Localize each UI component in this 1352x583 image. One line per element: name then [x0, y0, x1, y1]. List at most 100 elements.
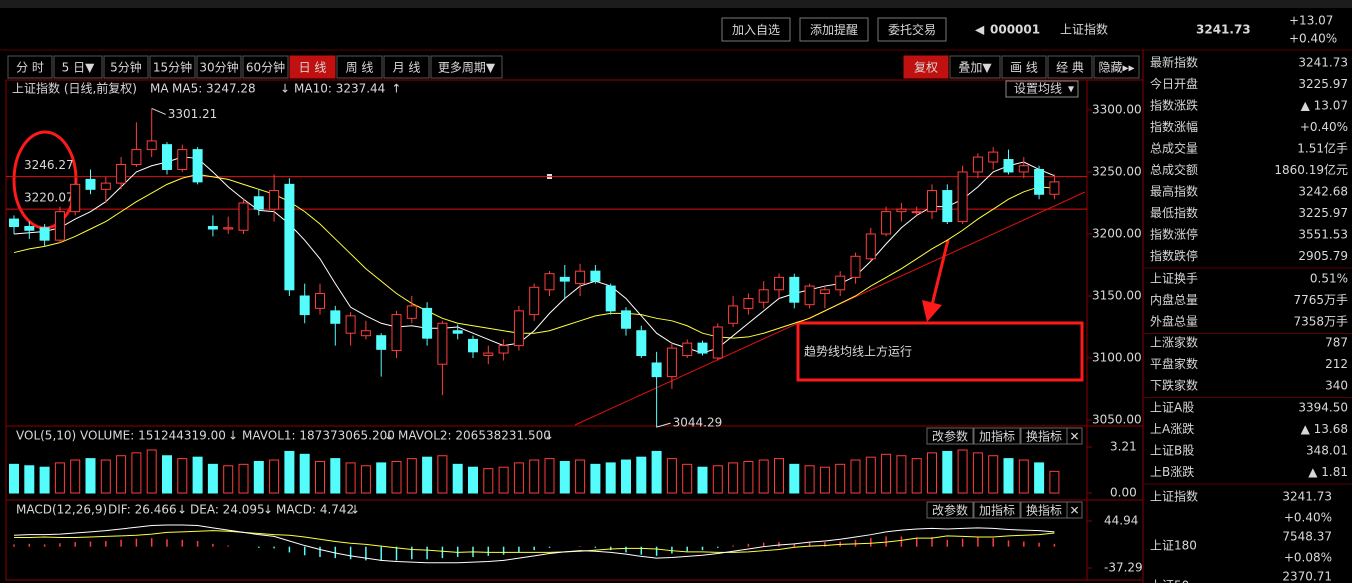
dif-arrow: ↓ — [177, 503, 187, 517]
tool-button[interactable] — [903, 55, 949, 79]
header-button-label: 委托交易 — [888, 22, 936, 37]
field-value: 0.51% — [1310, 272, 1348, 286]
tool-button-label: 叠加▼ — [958, 61, 992, 75]
indicator-button[interactable] — [926, 501, 974, 519]
index-name: 上证180 — [1150, 539, 1197, 553]
candle-body — [544, 273, 555, 291]
volume-bar — [468, 466, 478, 494]
stock-change-pct: +0.40% — [1289, 32, 1337, 46]
candle-body — [697, 342, 708, 354]
period-button-label: 日 线 — [299, 61, 327, 75]
field-label: 上证B股 — [1150, 444, 1194, 458]
period-button[interactable] — [196, 55, 242, 79]
volume-bar — [728, 462, 739, 494]
period-button[interactable] — [430, 55, 503, 79]
candle-body — [881, 211, 892, 235]
period-button[interactable] — [242, 55, 289, 79]
field-value: 3225.97 — [1298, 206, 1348, 220]
index-change: +0.08% — [1284, 551, 1332, 565]
header-button[interactable] — [877, 17, 947, 42]
period-button[interactable] — [103, 55, 149, 79]
field-value: 2905.79 — [1298, 249, 1348, 263]
candle-body — [345, 315, 356, 334]
dea-line — [14, 530, 1055, 553]
period-button[interactable] — [53, 55, 103, 79]
volume-bar — [666, 458, 677, 494]
volume-bar — [743, 460, 754, 494]
period-button-label: 更多周期▼ — [438, 61, 496, 75]
volume-bar — [253, 460, 264, 494]
close-button[interactable] — [1066, 427, 1083, 445]
candle-body — [146, 140, 157, 151]
volume-bar — [881, 453, 892, 494]
tool-button[interactable] — [1093, 55, 1140, 79]
period-button[interactable] — [336, 55, 383, 79]
field-value: 1.51亿手 — [1297, 141, 1348, 156]
field-label: 指数涨停 — [1150, 227, 1198, 242]
chart-title: 上证指数 (日线,前复权) — [12, 81, 137, 96]
period-button[interactable] — [289, 55, 336, 79]
candle-body — [728, 305, 739, 324]
volume-bar — [498, 466, 509, 494]
tool-button[interactable] — [1001, 55, 1047, 79]
period-button[interactable] — [383, 55, 430, 79]
field-value: 3225.97 — [1298, 77, 1348, 91]
tool-button[interactable] — [949, 55, 1001, 79]
volume-bar — [437, 455, 448, 494]
field-value: 340 — [1325, 379, 1348, 393]
indicator-button[interactable] — [973, 427, 1021, 445]
close-button[interactable] — [1066, 501, 1083, 519]
volume-indicator-name: VOL(5,10) — [16, 429, 76, 443]
y-tick-label: 3200.00 — [1092, 226, 1142, 240]
close-button-label: ✕ — [1069, 504, 1079, 518]
candle-body — [253, 196, 264, 210]
volume-bar — [835, 463, 846, 494]
volume-bar — [942, 450, 953, 494]
stock-name: 上证指数 — [1060, 22, 1108, 37]
candle-body — [957, 171, 968, 223]
volume-bar — [651, 450, 662, 494]
field-value: ▲ 1.81 — [1308, 465, 1348, 479]
field-label: 上证换手 — [1150, 272, 1198, 286]
candle-body — [804, 285, 815, 306]
indicator-button[interactable] — [926, 427, 974, 445]
prev-arrow[interactable]: ◀ — [975, 23, 985, 37]
field-value: 348.01 — [1306, 444, 1348, 458]
period-button[interactable] — [149, 55, 196, 79]
field-label: 最新指数 — [1150, 55, 1198, 70]
ma10-line — [13, 173, 1055, 339]
candle-body — [896, 208, 907, 213]
tool-button[interactable] — [1047, 55, 1093, 79]
volume-bar — [697, 466, 708, 494]
mavol2-label: MAVOL2: 206538231.500 — [398, 429, 551, 443]
volume-bar — [422, 456, 433, 494]
candle-body — [131, 149, 142, 166]
header-button[interactable] — [721, 17, 791, 42]
candle-body — [1003, 159, 1014, 173]
period-button[interactable] — [7, 55, 53, 79]
macd-indicator-name: MACD(12,26,9) — [16, 503, 107, 517]
close-button-label: ✕ — [1069, 430, 1079, 444]
annotation-box — [796, 321, 1084, 382]
field-label: 上B涨跌 — [1150, 464, 1194, 479]
candle-body — [498, 345, 509, 354]
ma-settings-button[interactable] — [1005, 80, 1079, 98]
candle-body — [116, 164, 127, 184]
volume-bar — [116, 455, 127, 494]
candle-body — [376, 335, 387, 350]
arrow-shaft — [930, 239, 950, 306]
ma10-label: MA10: 3237.44 — [294, 82, 385, 96]
header-button[interactable] — [799, 17, 869, 42]
field-value: +0.40% — [1300, 120, 1348, 134]
candle-body — [819, 289, 830, 295]
volume-bar — [207, 463, 218, 494]
volume-bar — [131, 452, 142, 494]
dropdown-icon: ▾ — [1068, 82, 1074, 96]
volume-bar — [223, 465, 234, 494]
field-value: ▲ 13.68 — [1301, 422, 1348, 436]
period-button-label: 60分钟 — [246, 60, 285, 75]
candle-body — [513, 310, 524, 347]
candle-body — [911, 211, 922, 214]
indicator-button-label: 加指标 — [979, 429, 1015, 444]
indicator-button[interactable] — [973, 501, 1021, 519]
